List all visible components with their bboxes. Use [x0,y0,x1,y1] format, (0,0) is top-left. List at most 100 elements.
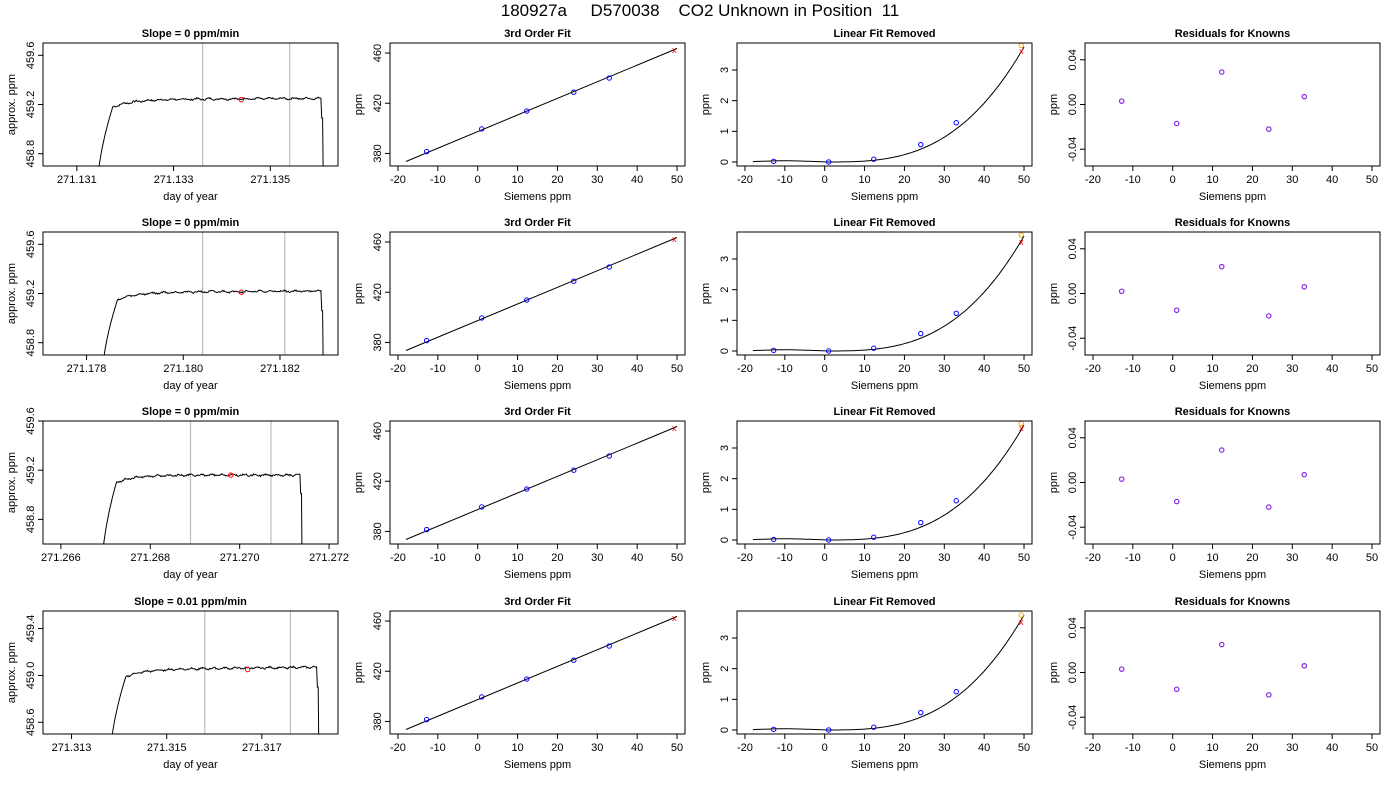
y-axis-label: approx. ppm [6,642,18,703]
x-axis-label: Siemens ppm [1199,191,1266,203]
y-tick-label: 459.0 [25,662,37,690]
y-tick-label: 459.4 [25,615,37,643]
x-tick-label: 10 [1206,742,1218,754]
chart-panel: Linear Fit Removed -20 -10 0 10 20 30 40 50 0 1 2 3 S… [700,406,1033,581]
residual-point [1173,307,1180,314]
known-point [524,297,530,303]
x-tick-label: 271.270 [220,552,260,564]
x-tick-label: 40 [1326,363,1338,375]
plot-area [1118,69,1308,132]
x-tick-label: 30 [591,552,603,564]
plot-frame [42,420,339,545]
known-point [825,348,832,354]
y-axis-label: ppm [1048,662,1060,683]
x-tick-label: 50 [1366,363,1378,375]
y-tick-label: 2 [719,287,731,293]
y-tick-label: 380 [372,712,384,730]
y-tick-label: 420 [372,283,384,301]
x-tick-label: 40 [1326,742,1338,754]
x-tick-label: 50 [1366,552,1378,564]
chart-panel: Residuals for Knowns -20 -10 0 10 20 30 40 50 -0.… [1048,28,1381,203]
x-tick-label: 40 [631,552,643,564]
known-point [825,537,832,543]
y-axis-label: approx. ppm [6,74,18,135]
y-tick-label: 459.2 [25,280,37,308]
plot-area [1118,641,1308,698]
residual-point [1218,447,1225,453]
y-tick-label: 458.8 [25,140,37,168]
plot-frame [389,610,686,735]
concentration-trace [103,289,324,355]
residual-point [1218,263,1225,270]
y-tick-label: 0 [719,348,731,354]
known-point [871,724,877,730]
known-point [571,89,577,95]
known-point [871,534,877,540]
x-tick-label: 40 [978,552,990,564]
plot-frame [1084,231,1381,356]
chart-title: Residuals for Knowns [1175,28,1291,40]
unknown-point: x [672,613,677,623]
y-tick-label: 3 [719,256,731,262]
x-tick-label: 40 [631,363,643,375]
x-axis-label: day of year [163,380,218,392]
x-tick-label: -10 [1125,363,1141,375]
known-point [606,264,612,270]
unknown-point: x [672,45,677,55]
x-tick-label: 10 [858,174,870,186]
y-axis-label: approx. ppm [6,263,18,324]
known-point [423,148,430,155]
y-axis-label: ppm [353,662,365,683]
chart-title: Residuals for Knowns [1175,406,1291,418]
known-point [871,345,877,351]
x-tick-label: 40 [1326,552,1338,564]
chart-panel: Slope = 0 ppm/min 271.131 271.133 271.135 45… [6,28,339,203]
known-point [953,498,959,504]
x-tick-label: -20 [1085,552,1101,564]
known-point [478,694,485,700]
average-marker [238,96,244,103]
x-tick-label: 30 [1286,742,1298,754]
x-tick-label: 10 [1206,174,1218,186]
x-tick-label: 30 [938,363,950,375]
plot-area [111,611,320,734]
unknown-alt-point [1018,612,1024,618]
chart-title: Slope = 0 ppm/min [142,406,240,418]
chart-panel: Linear Fit Removed -20 -10 0 10 20 30 40 50 0 1 2 3 S… [700,217,1033,392]
known-point [953,688,959,695]
known-point [524,676,530,682]
x-axis-label: Siemens ppm [851,759,918,771]
unknown-point: x [672,234,677,244]
x-tick-label: 271.135 [250,174,290,186]
y-tick-label: 1 [719,128,731,134]
known-point [770,158,777,165]
known-point [770,347,777,354]
y-tick-label: 3 [719,635,731,641]
x-tick-label: 30 [938,174,950,186]
y-tick-label: 420 [372,94,384,112]
x-tick-label: 10 [511,742,523,754]
chart-panel: Slope = 0.01 ppm/min 271.313 271.315 271.31… [6,596,339,771]
plot-area: x [752,421,1025,543]
known-point [770,726,777,733]
y-tick-label: 0.00 [1067,283,1079,304]
unknown-alt-point [1018,232,1024,238]
chart-panel: Slope = 0 ppm/min 271.266 271.268 271.270 27… [6,406,349,581]
plot-area [103,421,303,544]
x-tick-label: 50 [1018,742,1030,754]
residual-point [1118,476,1125,482]
x-axis-label: Siemens ppm [504,759,571,771]
x-tick-label: 271.131 [57,174,97,186]
x-tick-label: -20 [737,363,753,375]
plot-area [1118,263,1308,319]
x-axis-label: Siemens ppm [1199,569,1266,581]
x-tick-label: 0 [822,363,828,375]
plot-frame [1084,610,1381,735]
x-tick-label: 10 [1206,363,1218,375]
x-tick-label: 40 [978,363,990,375]
y-tick-label: 1 [719,317,731,323]
x-tick-label: 271.133 [154,174,194,186]
residual-point [1265,692,1272,698]
unknown-point: x [1019,617,1024,627]
